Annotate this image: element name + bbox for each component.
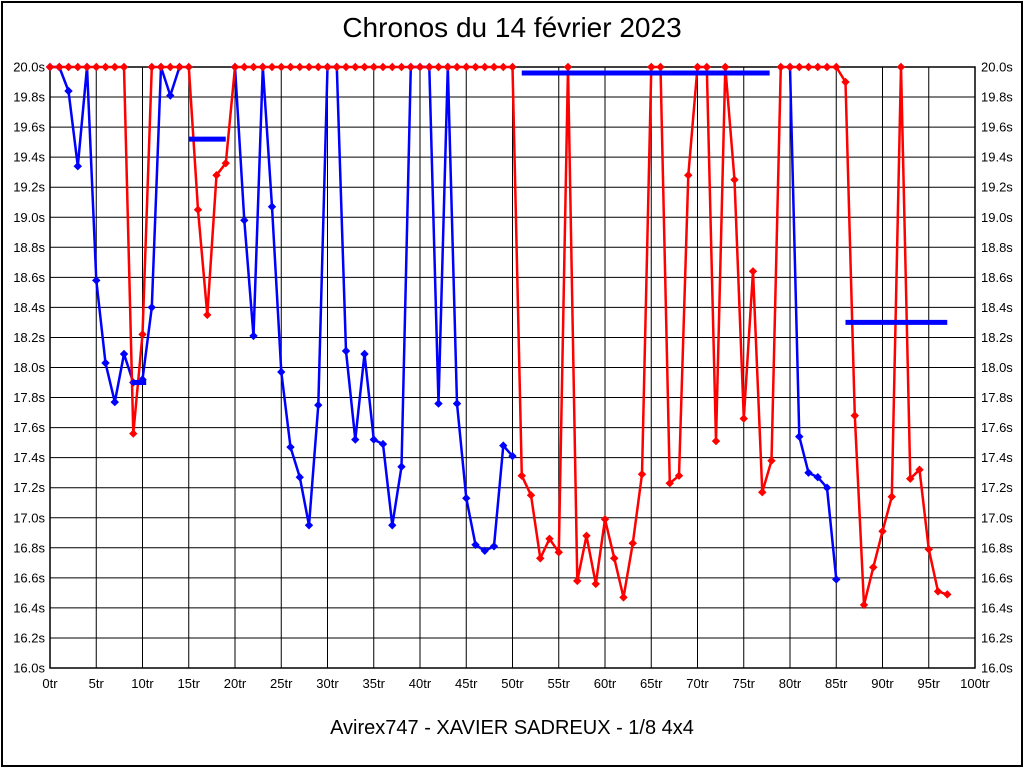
y-tick-label-right: 16.8s <box>981 540 1013 555</box>
y-tick-label-left: 16.2s <box>13 630 45 645</box>
y-tick-label-left: 18.0s <box>13 360 45 375</box>
y-tick-label-right: 18.8s <box>981 240 1013 255</box>
x-tick-label: 90tr <box>871 676 894 691</box>
y-tick-label-right: 16.4s <box>981 600 1013 615</box>
x-tick-label: 30tr <box>316 676 339 691</box>
y-tick-label-right: 17.6s <box>981 420 1013 435</box>
x-tick-label: 80tr <box>779 676 802 691</box>
blue-run-1-line <box>50 65 181 404</box>
x-tick-label: 15tr <box>178 676 201 691</box>
y-tick-label-left: 18.6s <box>13 270 45 285</box>
y-tick-label-left: 18.4s <box>13 300 45 315</box>
y-tick-label-left: 16.4s <box>13 600 45 615</box>
x-tick-label: 25tr <box>270 676 293 691</box>
y-tick-label-right: 17.8s <box>981 390 1013 405</box>
y-tick-label-right: 18.0s <box>981 360 1013 375</box>
blue-series-lines <box>45 62 952 610</box>
x-tick-label: 45tr <box>455 676 478 691</box>
y-tick-label-right: 17.4s <box>981 450 1013 465</box>
x-tick-label: 75tr <box>733 676 756 691</box>
chart-title: Chronos du 14 février 2023 <box>342 12 682 43</box>
y-tick-label-left: 19.2s <box>13 180 45 195</box>
x-axis-labels: 0tr 5tr 10tr 15tr 20tr 25tr 30tr 35tr 40tr 45tr 50… <box>42 676 990 691</box>
red-laps-line <box>50 65 948 607</box>
y-tick-label-left: 18.2s <box>13 330 45 345</box>
y-tick-label-right: 17.2s <box>981 480 1013 495</box>
average-bars <box>131 70 948 386</box>
y-tick-label-right: 19.6s <box>981 120 1013 135</box>
y-tick-label-left: 19.4s <box>13 150 45 165</box>
x-tick-label: 20tr <box>224 676 247 691</box>
y-tick-label-left: 19.8s <box>13 90 45 105</box>
y-tick-label-left: 17.4s <box>13 450 45 465</box>
y-tick-label-right: 17.0s <box>981 510 1013 525</box>
blue-run-3-markers <box>785 62 841 584</box>
y-tick-label-left: 20.0s <box>13 60 45 75</box>
y-tick-label-left: 17.8s <box>13 390 45 405</box>
blue-run-1-markers <box>45 62 184 407</box>
y-tick-label-right: 18.6s <box>981 270 1013 285</box>
y-tick-label-right: 19.4s <box>981 150 1013 165</box>
x-tick-label: 95tr <box>918 676 941 691</box>
y-tick-label-left: 17.2s <box>13 480 45 495</box>
y-axis-labels-left: 20.0s 19.8s 19.6s 19.4s 19.2s 19.0s 18.8s 18.6s… <box>13 60 45 676</box>
y-tick-label-left: 19.0s <box>13 210 45 225</box>
x-tick-label: 35tr <box>363 676 386 691</box>
y-tick-label-left: 16.8s <box>13 540 45 555</box>
x-tick-label: 55tr <box>548 676 571 691</box>
x-tick-label: 0tr <box>42 676 58 691</box>
blue-run-3-line <box>788 66 838 580</box>
x-tick-label: 50tr <box>501 676 524 691</box>
y-tick-label-right: 18.4s <box>981 300 1013 315</box>
x-tick-label: 10tr <box>131 676 154 691</box>
x-tick-label: 40tr <box>409 676 432 691</box>
x-tick-label: 60tr <box>594 676 617 691</box>
x-tick-label: 65tr <box>640 676 663 691</box>
y-tick-label-right: 19.2s <box>981 180 1013 195</box>
y-tick-label-right: 19.8s <box>981 90 1013 105</box>
y-tick-label-left: 17.6s <box>13 420 45 435</box>
y-tick-label-left: 19.6s <box>13 120 45 135</box>
y-tick-label-left: 18.8s <box>13 240 45 255</box>
red-laps-markers <box>45 62 952 610</box>
y-tick-label-left: 16.0s <box>13 661 45 676</box>
y-tick-label-right: 16.0s <box>981 661 1013 676</box>
y-tick-label-left: 16.6s <box>13 570 45 585</box>
y-axis-labels-right: 20.0s 19.8s 19.6s 19.4s 19.2s 19.0s 18.8s 18.6s… <box>981 60 1013 676</box>
chart-footer: Avirex747 - XAVIER SADREUX - 1/8 4x4 <box>330 717 694 739</box>
x-tick-label: 70tr <box>686 676 709 691</box>
y-tick-label-right: 20.0s <box>981 60 1013 75</box>
y-tick-label-right: 16.6s <box>981 570 1013 585</box>
x-tick-label: 85tr <box>825 676 848 691</box>
y-tick-label-left: 17.0s <box>13 510 45 525</box>
y-tick-label-right: 19.0s <box>981 210 1013 225</box>
x-tick-label: 100tr <box>960 676 990 691</box>
y-tick-label-right: 16.2s <box>981 630 1013 645</box>
x-tick-label: 5tr <box>89 676 105 691</box>
y-tick-label-right: 18.2s <box>981 330 1013 345</box>
